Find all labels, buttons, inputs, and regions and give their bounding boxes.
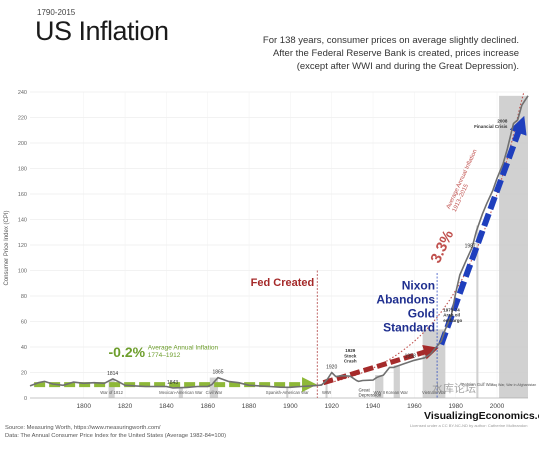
data-note: Data: The Annual Consumer Price Index fo… <box>5 433 227 439</box>
y-tick-label: 140 <box>18 218 27 224</box>
axis-layer: 0 20 40 60 80 100 120 140 160 180 200 220 240 1800 182… <box>18 90 528 410</box>
y-tick-label: 220 <box>18 116 27 122</box>
event-label: 1843 <box>167 380 178 386</box>
fed-created-label: Fed Created <box>251 277 315 289</box>
cpi-line <box>29 95 529 389</box>
early-rate-value: -0.2% <box>109 344 146 360</box>
event-label: Great <box>359 387 371 392</box>
event-label: 1958 <box>405 354 416 360</box>
war-bar-label: Korean War <box>386 390 409 395</box>
war-bar-label: WWI <box>322 390 331 395</box>
event-label: Stock <box>344 353 357 358</box>
source-note: Source: Measuring Worth, https://www.mea… <box>5 425 161 431</box>
y-tick-label: 120 <box>18 243 27 249</box>
event-label: 1929 <box>345 348 356 353</box>
nixon-label-line: Standard <box>383 321 435 335</box>
war-bar <box>108 379 115 398</box>
x-tick-label: 1900 <box>283 403 298 410</box>
x-tick-label: 1840 <box>159 403 174 410</box>
nixon-label-line: Gold <box>408 307 435 321</box>
war-bar <box>375 375 384 398</box>
war-bar <box>393 365 400 398</box>
war-bar-label: Vietnam War <box>422 390 447 395</box>
event-label: 1920 <box>326 365 337 371</box>
y-tick-label: 160 <box>18 192 27 198</box>
y-tick-label: 200 <box>18 141 27 147</box>
war-bar-label: Persian Gulf War <box>462 382 494 387</box>
war-bar-label: WW II <box>374 390 385 395</box>
event-label: 1987 <box>465 244 476 250</box>
y-tick-label: 20 <box>21 371 27 377</box>
chart-subtitle: For 138 years, consumer prices on averag… <box>249 34 519 73</box>
y-tick-label: 100 <box>18 269 27 275</box>
war-bar-label: Mexican-American War <box>159 390 203 395</box>
page-title: US Inflation <box>35 16 169 46</box>
subtitle-line: For 138 years, consumer prices on averag… <box>262 35 519 46</box>
event-label: 1865 <box>212 370 223 376</box>
event-label: 1973-74 <box>443 307 460 312</box>
subtitle-line: (except after WWI and during the Great D… <box>296 61 519 72</box>
footer: Source: Measuring Worth, https://www.mea… <box>5 424 226 440</box>
x-tick-label: 1980 <box>448 403 463 410</box>
event-label: Depression <box>359 393 382 398</box>
y-tick-label: 180 <box>18 167 27 173</box>
event-label: 2008 <box>497 119 508 124</box>
x-tick-label: 1860 <box>200 403 215 410</box>
war-bar-label: War of 1812 <box>100 390 123 395</box>
nixon-trend-arrow <box>438 115 527 346</box>
watermark-text: 水库论坛 <box>432 383 476 395</box>
y-tick-label: 240 <box>18 90 27 96</box>
license-note: Licensed under a CC BY-NC-ND by author: … <box>410 423 528 428</box>
y-tick-label: 0 <box>24 396 27 402</box>
y-tick-label: 80 <box>21 294 27 300</box>
war-bar-label: Spanish-American War <box>266 390 310 395</box>
war-bar <box>499 95 528 398</box>
x-tick-label: 1960 <box>407 403 422 410</box>
x-tick-label: 1880 <box>242 403 257 410</box>
x-tick-label: 1800 <box>76 403 91 410</box>
late-rate-value: 3.3% <box>427 228 457 266</box>
nixon-label-line: Abandons <box>376 293 435 307</box>
war-bar-label: Iraq War, War in Afghanistan <box>491 383 536 387</box>
event-label: Financial Crisis <box>474 124 508 129</box>
fed-trend-arrow <box>322 344 439 386</box>
event-label: embargo <box>443 318 462 323</box>
early-rate-years: 1774–1912 <box>148 352 181 359</box>
x-tick-label: 1920 <box>324 403 339 410</box>
x-tick-label: 1940 <box>366 403 381 410</box>
grid-layer <box>30 91 528 399</box>
event-label: 1814 <box>107 371 118 377</box>
war-bar-label: Civil War <box>206 390 223 395</box>
y-tick-label: 60 <box>21 320 27 326</box>
y-tick-label: 40 <box>21 345 27 351</box>
war-bar <box>476 225 479 398</box>
brand-logo-text: VisualizingEconomics.com <box>424 410 539 422</box>
war-bar <box>209 377 219 398</box>
war-bar <box>286 387 289 398</box>
years-range: 1790-2015 <box>37 8 76 17</box>
early-rate-label: Average Annual Inflation <box>148 345 219 352</box>
event-label: Arab oil <box>443 313 460 318</box>
cpi-line-layer <box>29 95 529 389</box>
subtitle-line: After the Federal Reserve Bank is create… <box>272 48 519 59</box>
x-tick-label: 1820 <box>118 403 133 410</box>
war-bar <box>178 387 183 398</box>
event-label: Crash <box>344 359 357 364</box>
average-inflation-dotted-line <box>317 91 525 386</box>
war-bar <box>325 378 328 398</box>
nixon-label-line: Nixon <box>402 279 435 293</box>
x-tick-label: 2000 <box>490 403 505 410</box>
